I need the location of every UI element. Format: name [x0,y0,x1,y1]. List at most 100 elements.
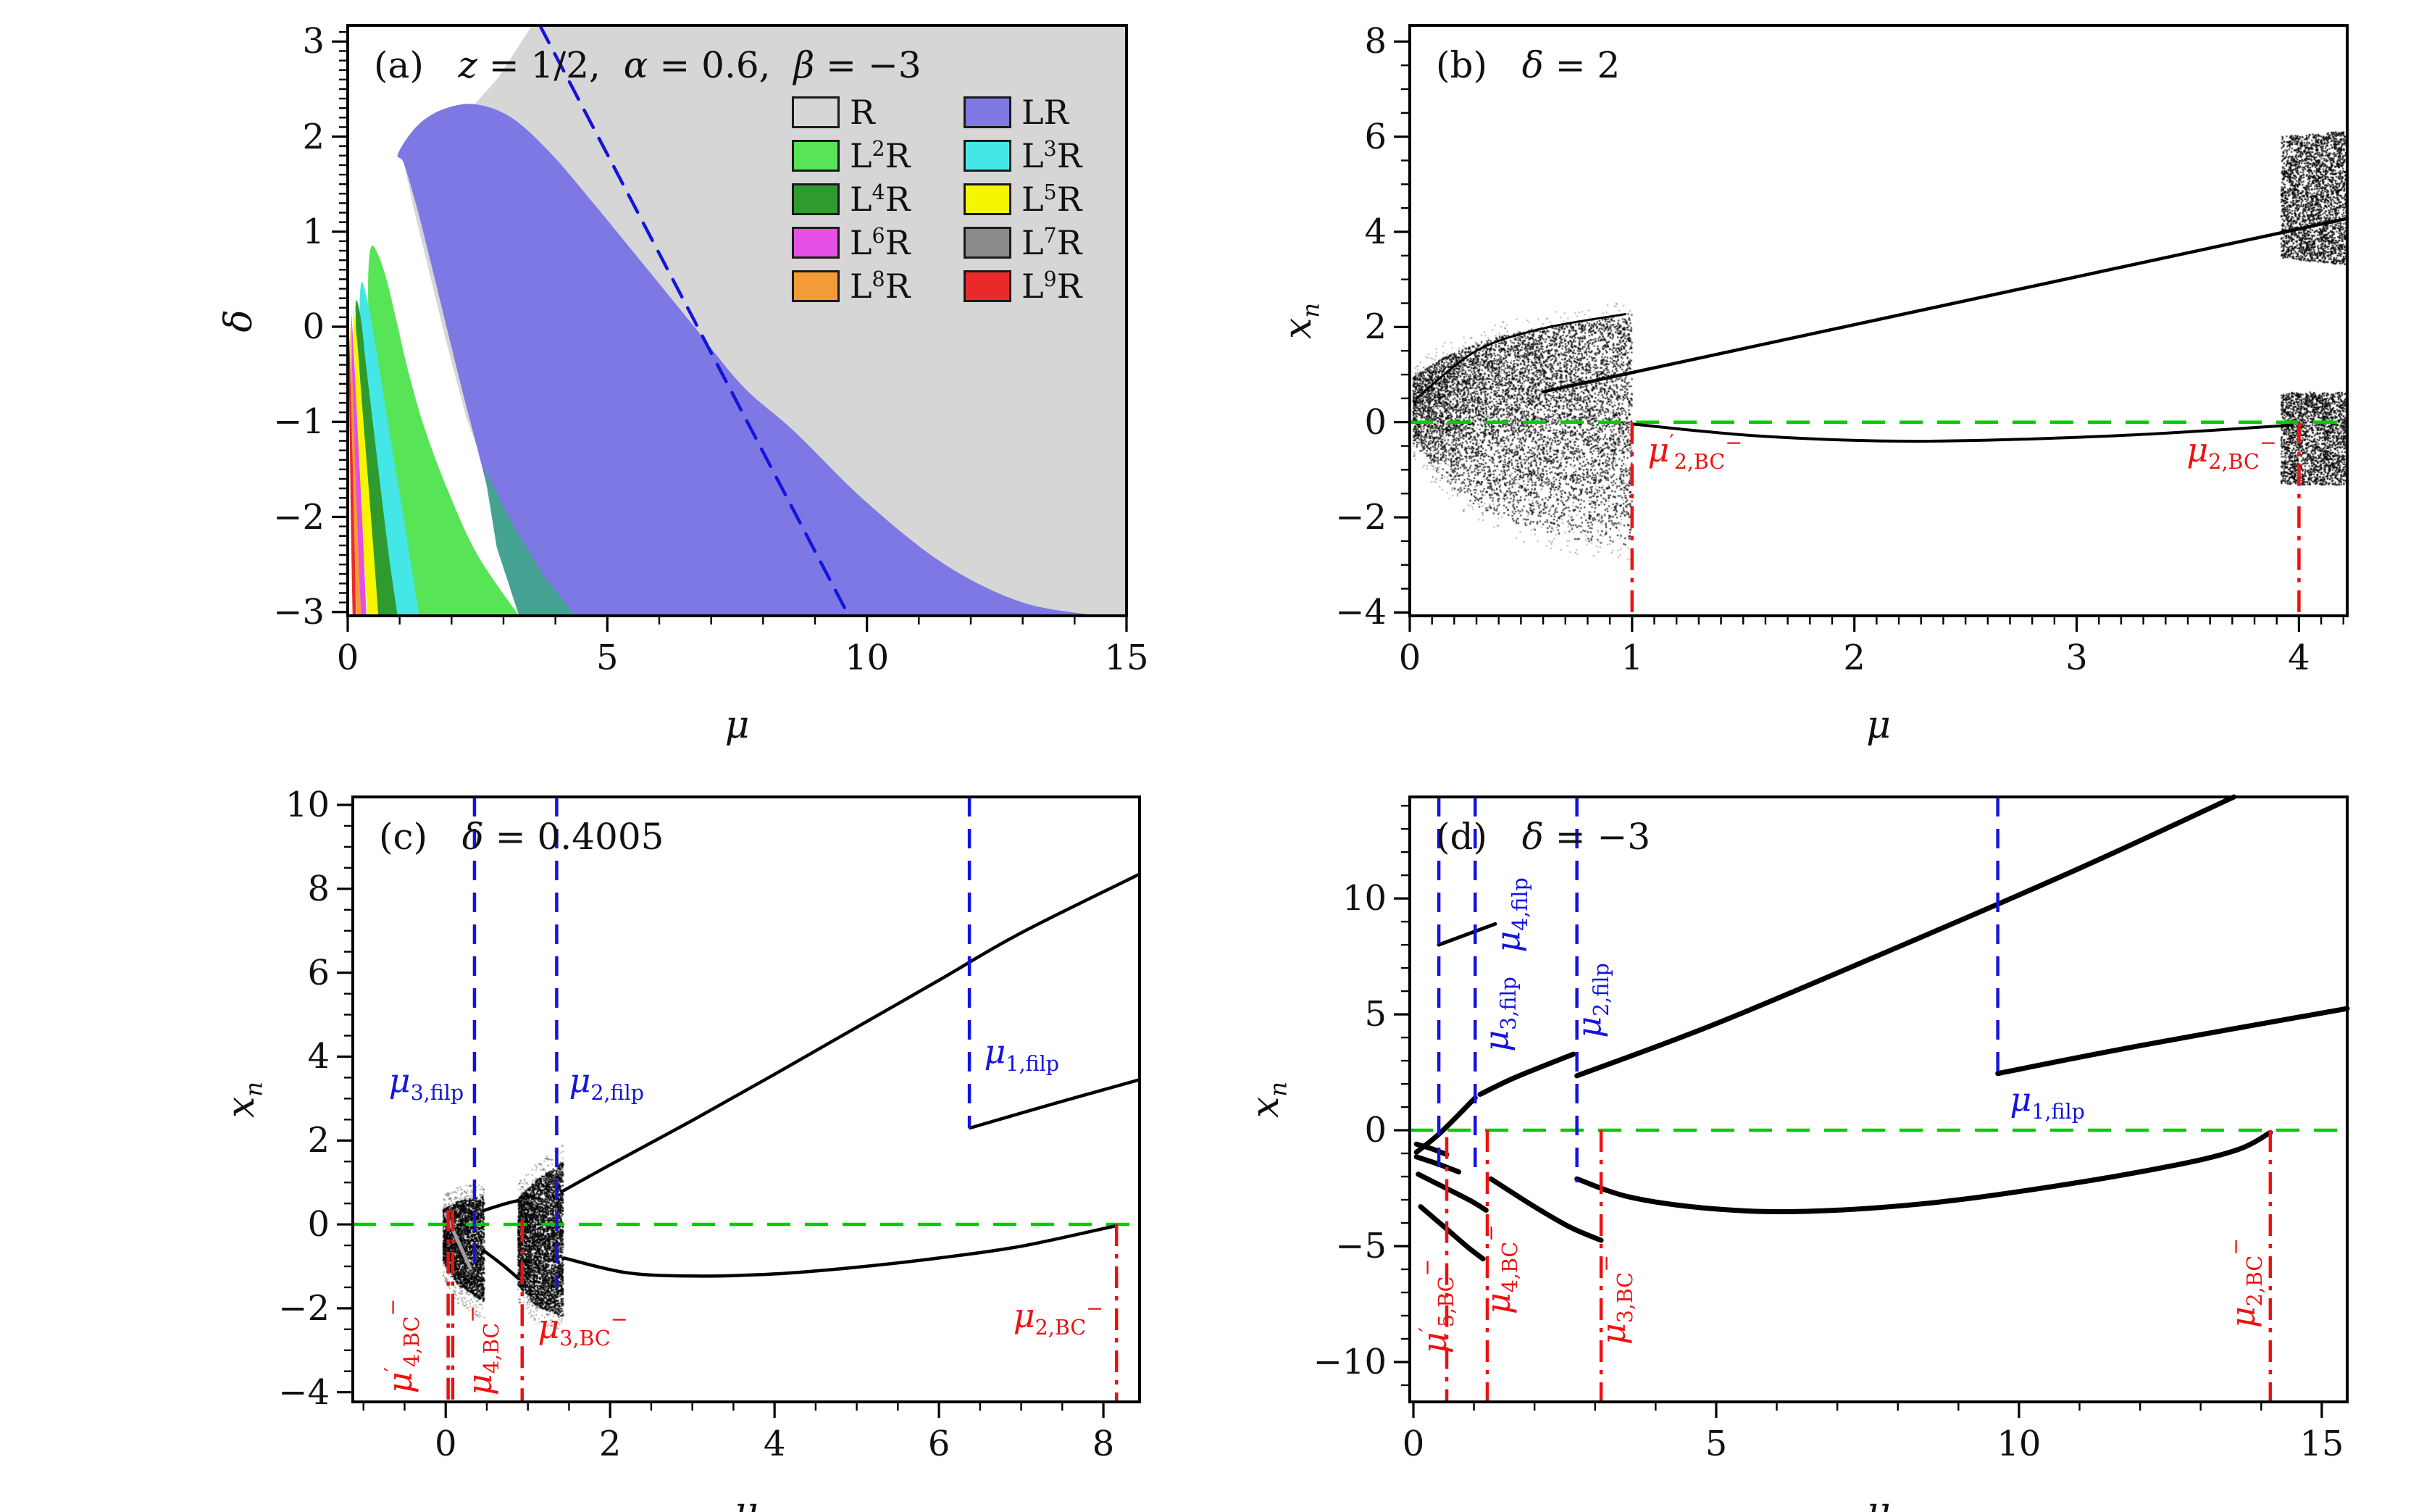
label-part: (b) [1436,44,1522,86]
label-part: μ [1013,1296,1035,1336]
label-part: 9 [1043,267,1057,291]
panel-b-ytick-label: −4 [1335,592,1387,633]
panel-b-label-mu-2-bc: μ2,BC− [2186,433,2276,473]
panel-b-xtick-label: 3 [2065,638,2088,678]
panel-c-ytick-label: 10 [285,785,330,825]
label-part: μ [2186,430,2209,470]
label-part: μ [2223,1306,2263,1329]
label-part: LR [1021,93,1069,132]
panel-b-ytick-label: 8 [1364,21,1387,62]
label-part: L [1021,136,1044,176]
panel-c-ytick-label: 2 [307,1120,330,1161]
label-part: L [1021,267,1044,306]
label-part: ′ [1415,1327,1439,1332]
panel-c-label-mu-1-filp: μ1,filp [985,1035,1060,1074]
panel-b-title: (b) δ = 2 [1436,47,1620,83]
panel-b-curve-period1-branch [1541,217,2349,393]
label-part: − [2259,430,2277,455]
label-part: 2,BC [1035,1316,1087,1340]
label-part: 2,filp [1589,963,1613,1016]
panel-c-ytick-label: 0 [307,1204,330,1245]
label-part: R [885,267,911,306]
label-part: − [1479,1224,1503,1242]
panel-c-label-mu-4-bc: μ4,BC− [460,1305,503,1395]
label-part: = −3 [814,44,921,86]
panel-a-ticks [332,30,1128,632]
label-part: δ [1521,816,1544,858]
label-part: L [850,180,872,220]
label-part: 5,BC [1434,1276,1459,1328]
panel-c-ticks [337,803,1105,1418]
panel-c-ytick-label: −2 [278,1287,330,1329]
label-part: 3,filp [1496,977,1521,1030]
label-part: μ [2010,1079,2032,1119]
label-part: 1,filp [1006,1051,1060,1076]
panel-b-ytick-label: 0 [1364,401,1387,443]
label-part: 1,filp [2031,1099,2085,1124]
panel-d-label-mu-4-filp: μ4,filp [1489,877,1532,953]
label-part: μ [1866,703,1891,747]
panel-c-label-mu-3-filp: μ3,filp [389,1064,464,1104]
label-part: μ [984,1032,1006,1072]
legend-label-L8R: L8R [850,267,911,306]
label-part: L [1021,180,1044,220]
label-part: μ [1866,1490,1891,1512]
panel-a-ytick-label: 1 [302,211,325,252]
legend-label-L7R: L7R [1021,225,1082,259]
label-part: − [1725,430,1743,455]
panel-c-label-mu-2-bc: μ2,BC− [1013,1296,1103,1340]
panel-d-curve-arc-4 [1418,1204,1486,1262]
label-part: μ [1647,430,1670,470]
panel-c-ytick-label: 8 [307,868,330,909]
label-part: L [850,223,872,263]
panel-d-ytick-label: 5 [1364,994,1387,1035]
panel-a-title: (a) z = 1/2, α = 0.6, β = −3 [374,47,921,83]
label-part: n [240,1081,268,1097]
panel-d-curve-branch-3-main [1574,794,2237,1079]
panel-b-ytick-label: −2 [1335,497,1387,538]
panel-c-xlabel: μ [734,1492,758,1512]
label-part: 4,BC [1498,1241,1523,1293]
label-part: n [1297,302,1325,318]
legend-label-R: R [850,96,875,129]
panel-a-spines [346,24,1128,617]
legend-label-LR: LR [1021,96,1069,129]
label-part: − [610,1307,628,1332]
label-part: R [885,136,911,176]
panel-b [1394,24,2349,632]
panel-a-xlabel: μ [725,706,750,744]
label-part: 3,BC [1613,1271,1638,1323]
panel-a-region-L8R [350,326,361,616]
panel-d-ytick-label: 0 [1364,1110,1387,1151]
label-part: 2 [872,136,885,161]
panel-d-label-mu-4-bc: μ4,BC− [1479,1224,1523,1314]
panel-c-ytick-label: 4 [307,1036,330,1077]
label-part: − [460,1305,485,1323]
panel-a-region-L4R [355,300,398,616]
panel-d-curve-arc-1 [1413,1141,1450,1158]
panel-a-ytick-label: 2 [302,116,325,157]
panel-d-curve-branch-5-lower [1574,1129,2273,1215]
panel-d-label-mu-1-filp: μ1,filp [2010,1082,2085,1122]
panel-b-curve-cloud-top-envelope [1415,313,1627,400]
label-part: R [1056,267,1082,306]
panel-b-ytick-label: 4 [1364,212,1387,253]
panel-a-xtick-label: 10 [845,638,890,678]
legend-swatch-L8R [792,270,840,302]
label-part: R [885,180,911,220]
legend-swatch-L6R [792,227,840,259]
legend-label-L4R: L4R [850,180,911,220]
label-part: δ [217,309,261,333]
label-part: ′ [380,1367,405,1372]
panel-d-label-mu-prime-5-bc: μ′5,BC− [1415,1259,1459,1354]
panel-a-region-overlap [483,467,575,616]
label-part: δ [461,816,484,858]
label-part: = 0.6, [648,44,794,86]
label-part: = 2 [1543,44,1621,86]
legend-label-L9R: L9R [1021,267,1082,306]
panel-d-curve-top-left-segment [1437,922,1497,947]
legend-swatch-L4R [792,183,840,215]
label-part: x [220,1096,264,1118]
